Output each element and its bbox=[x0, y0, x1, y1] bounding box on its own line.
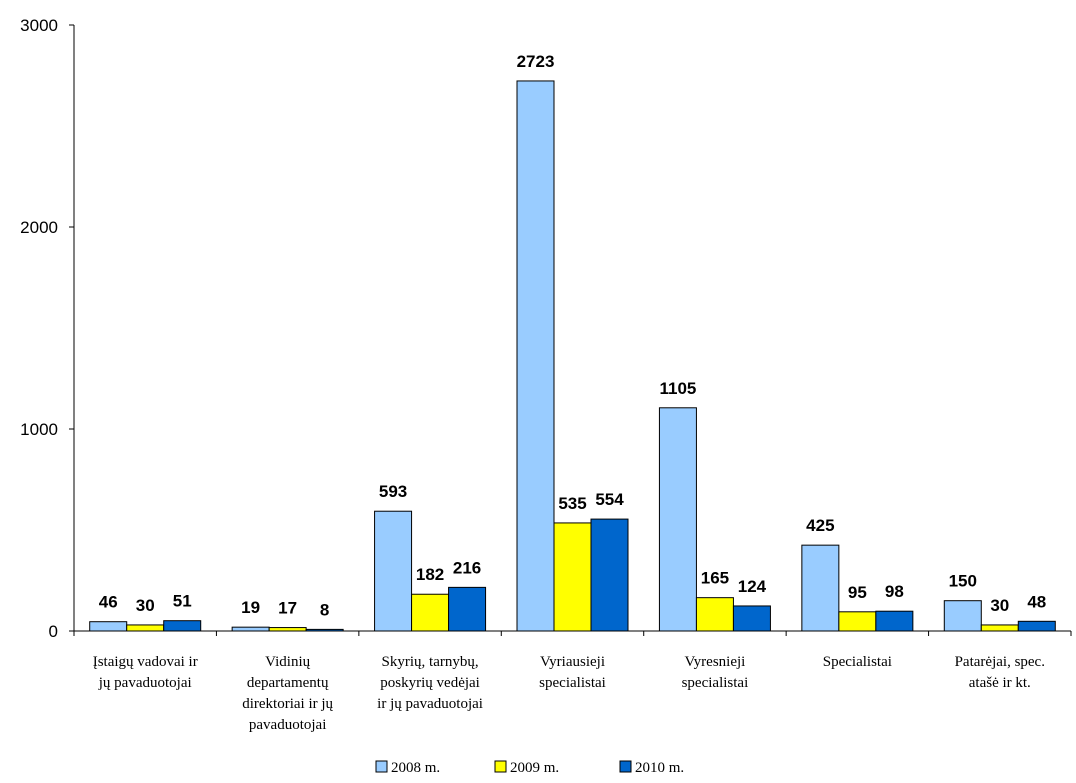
bar bbox=[695, 597, 734, 632]
x-category-label: Specialistai bbox=[823, 654, 892, 670]
bar bbox=[126, 624, 165, 632]
bar bbox=[516, 80, 555, 632]
bar bbox=[590, 518, 629, 632]
y-tick-label: 2000 bbox=[20, 218, 58, 237]
y-tick-label: 1000 bbox=[20, 420, 58, 439]
data-label: 182 bbox=[416, 565, 444, 584]
data-label: 19 bbox=[241, 598, 260, 617]
bar bbox=[231, 626, 270, 632]
data-label: 593 bbox=[379, 482, 407, 501]
bar bbox=[732, 605, 771, 632]
data-label: 30 bbox=[136, 596, 155, 615]
bar bbox=[374, 510, 413, 632]
data-label: 150 bbox=[949, 572, 977, 591]
data-label: 98 bbox=[885, 582, 904, 601]
bar bbox=[875, 610, 914, 632]
bars bbox=[89, 80, 1056, 632]
legend-swatch bbox=[375, 760, 388, 773]
bar bbox=[658, 407, 697, 632]
data-label: 124 bbox=[738, 577, 767, 596]
bar bbox=[89, 621, 128, 632]
data-label: 30 bbox=[990, 596, 1009, 615]
data-label: 48 bbox=[1027, 592, 1046, 611]
bar bbox=[448, 586, 487, 632]
x-category-label: Vidinių departamentų direktoriai ir jų pava… bbox=[242, 654, 333, 733]
data-label: 8 bbox=[320, 600, 329, 619]
data-label: 1105 bbox=[659, 379, 696, 398]
legend-label: 2010 m. bbox=[635, 760, 684, 776]
legend-label: 2009 m. bbox=[510, 760, 559, 776]
x-category-label: Patarėjai, spec. atašė ir kt. bbox=[955, 654, 1045, 691]
bar bbox=[1017, 620, 1056, 632]
x-category-label: Vyriausieji specialistai bbox=[539, 654, 606, 691]
data-label: 17 bbox=[278, 599, 297, 618]
legend-label: 2008 m. bbox=[391, 760, 440, 776]
y-tick-label: 0 bbox=[49, 622, 58, 641]
data-label: 95 bbox=[848, 583, 867, 602]
bar bbox=[838, 611, 877, 632]
bar bbox=[411, 593, 450, 632]
bar bbox=[268, 627, 307, 632]
bar bbox=[163, 620, 202, 632]
data-label: 425 bbox=[806, 516, 834, 535]
bar bbox=[553, 522, 592, 632]
legend-swatch bbox=[494, 760, 507, 773]
x-category-label: Vyresnieji specialistai bbox=[682, 654, 749, 691]
data-label: 46 bbox=[99, 593, 118, 612]
bar bbox=[980, 624, 1019, 632]
data-label: 216 bbox=[453, 558, 481, 577]
data-label: 51 bbox=[173, 592, 192, 611]
x-category-label: Skyrių, tarnybų, poskyrių vedėjai ir jų pa… bbox=[377, 654, 483, 712]
legend: 2008 m. 2009 m. 2010 m. bbox=[375, 760, 684, 776]
y-tick-label: 3000 bbox=[20, 16, 58, 35]
x-axis: Įstaigų vadovai ir jų pavaduotojai Vidinių… bbox=[73, 630, 1072, 733]
data-label: 554 bbox=[595, 490, 624, 509]
data-label: 535 bbox=[558, 494, 586, 513]
bar bbox=[801, 544, 840, 632]
bar bbox=[943, 600, 982, 632]
data-labels: 46 30 51 19 17 8 593 182 216 2723 535 554 1105 165 124… bbox=[99, 52, 1046, 619]
y-axis: 0 1000 2000 3000 bbox=[20, 16, 75, 641]
x-category-label: Įstaigų vadovai ir jų pavaduotojai bbox=[93, 654, 198, 691]
data-label: 2723 bbox=[517, 52, 555, 71]
data-label: 165 bbox=[701, 569, 729, 588]
legend-swatch bbox=[619, 760, 632, 773]
